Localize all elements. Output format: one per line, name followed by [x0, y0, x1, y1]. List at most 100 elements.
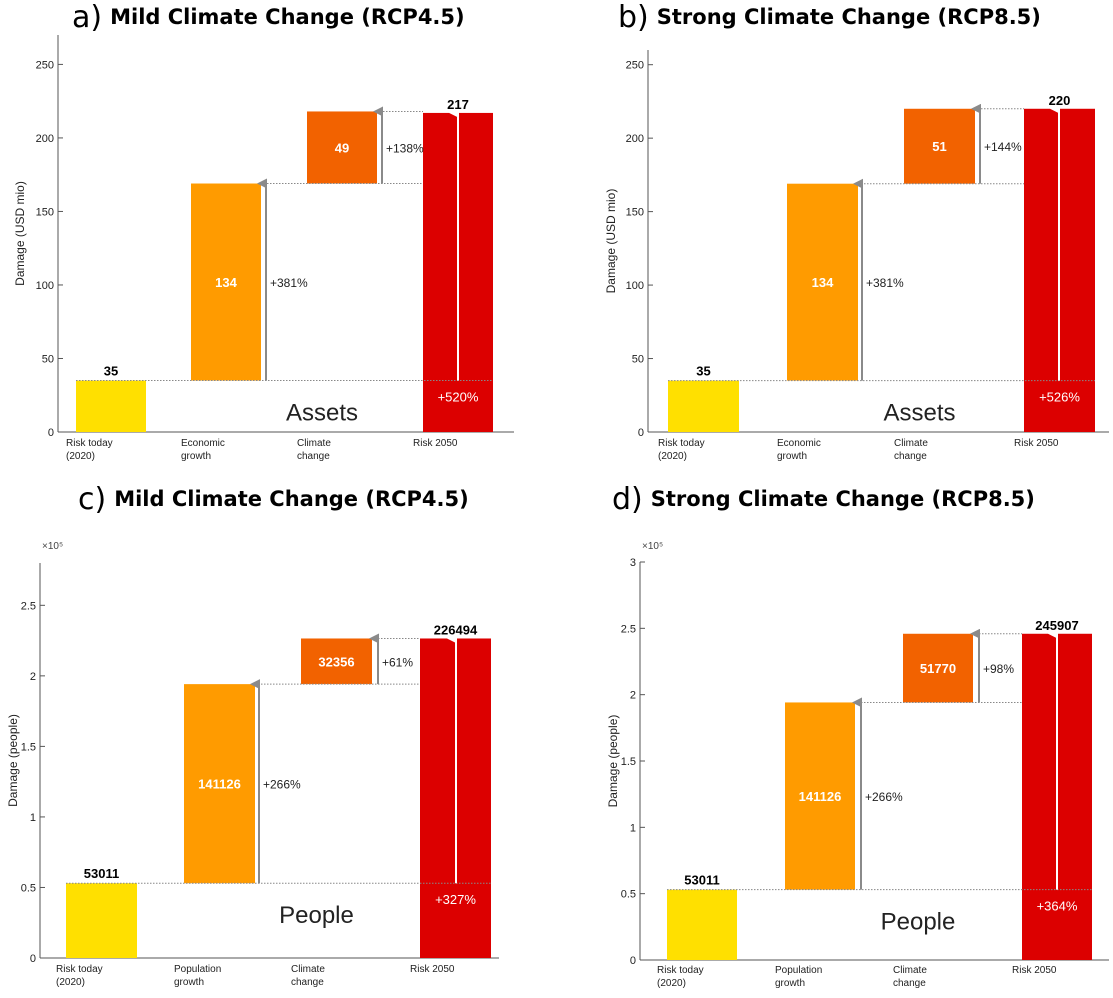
- growth-percent-label: +381%: [270, 276, 308, 290]
- value-label-growth: 134: [812, 275, 834, 290]
- y-tick-label: 50: [42, 353, 54, 365]
- x-tick-label: (2020): [658, 451, 687, 462]
- y-tick-label: 200: [626, 133, 644, 145]
- waterfall-chart: 0 50 100 150 200 250 Damage (USD mio) Risk toda…: [0, 0, 556, 482]
- waterfall-chart: 0 0.5 1 1.5 2 2.5 3 ×10⁵ Damage (people) Risk tod…: [556, 482, 1113, 998]
- panel-b: b) Strong Climate Change (RCP8.5) 0 50 100 1…: [556, 0, 1113, 482]
- x-tick-label: Climate: [291, 964, 325, 975]
- y-tick-label: 0: [48, 427, 54, 439]
- y-tick-label: 2.5: [621, 623, 636, 635]
- total-percent-label: +364%: [1037, 899, 1078, 914]
- y-tick-label: 1.5: [21, 741, 36, 753]
- value-label-growth: 141126: [198, 777, 241, 792]
- waterfall-chart: 0 50 100 150 200 250 Damage (USD mio) Risk toda…: [556, 0, 1113, 482]
- y-tick-label: 250: [36, 59, 54, 71]
- growth-percent-label: +266%: [263, 778, 301, 792]
- x-tick-label: Population: [775, 965, 822, 976]
- value-label-climate: 32356: [318, 654, 354, 669]
- y-tick-label: 0: [30, 953, 36, 965]
- value-label-risk-today: 53011: [84, 866, 119, 881]
- growth-percent-label: +381%: [866, 276, 904, 290]
- x-tick-label: Climate: [297, 438, 331, 449]
- x-tick-label: Risk today: [657, 965, 704, 976]
- annotation-label: People: [279, 902, 354, 929]
- waterfall-chart: 0 0.5 1 1.5 2 2.5 ×10⁵ Damage (people) Risk toda…: [0, 482, 556, 998]
- value-label-risk-2050: 220: [1049, 93, 1071, 108]
- value-label-climate: 51770: [920, 661, 956, 676]
- x-tick-label: Risk 2050: [1014, 438, 1059, 449]
- y-exponent-label: ×10⁵: [642, 541, 663, 552]
- annotation-label: People: [881, 909, 956, 936]
- x-tick-label: growth: [775, 978, 805, 989]
- annotation-label: Assets: [883, 400, 955, 427]
- value-label-risk-2050: 226494: [434, 622, 478, 637]
- climate-percent-label: +144%: [984, 140, 1022, 154]
- y-tick-label: 0.5: [621, 889, 636, 901]
- y-axis-label: Damage (USD mio): [604, 189, 618, 294]
- y-tick-label: 200: [36, 133, 54, 145]
- y-tick-label: 1: [30, 812, 36, 824]
- x-tick-label: Risk today: [56, 964, 103, 975]
- bar-risk-today: [668, 381, 739, 432]
- x-tick-label: growth: [174, 977, 204, 988]
- x-tick-label: growth: [777, 451, 807, 462]
- climate-percent-label: +61%: [382, 655, 413, 669]
- y-axis-label: Damage (people): [6, 714, 20, 807]
- x-tick-label: Climate: [893, 965, 927, 976]
- x-tick-label: change: [297, 451, 330, 462]
- value-label-risk-today: 35: [104, 364, 118, 379]
- y-tick-label: 250: [626, 60, 644, 72]
- total-percent-label: +327%: [435, 892, 476, 907]
- panel-c: c) Mild Climate Change (RCP4.5) 0 0.5 1 1.5 2…: [0, 482, 556, 998]
- bar-risk-today: [76, 381, 146, 432]
- value-label-growth: 134: [215, 275, 237, 290]
- y-exponent-label: ×10⁵: [42, 541, 63, 552]
- y-tick-label: 0: [638, 427, 644, 439]
- y-tick-label: 2: [630, 690, 636, 702]
- y-axis-label: Damage (people): [606, 715, 620, 808]
- x-tick-label: change: [894, 451, 927, 462]
- value-label-risk-2050: 245907: [1035, 618, 1078, 633]
- y-tick-label: 150: [626, 207, 644, 219]
- annotation-label: Assets: [286, 400, 358, 427]
- y-axis-label: Damage (USD mio): [13, 181, 27, 286]
- x-tick-label: (2020): [657, 978, 686, 989]
- x-tick-label: change: [291, 977, 324, 988]
- x-tick-label: Risk 2050: [410, 964, 455, 975]
- x-tick-label: Risk today: [66, 438, 113, 449]
- growth-percent-label: +266%: [865, 790, 903, 804]
- y-tick-label: 100: [626, 280, 644, 292]
- panel-a: a) Mild Climate Change (RCP4.5) 0 50 100 150…: [0, 0, 556, 482]
- y-tick-label: 3: [630, 557, 636, 569]
- x-tick-label: (2020): [66, 451, 95, 462]
- y-tick-label: 150: [36, 206, 54, 218]
- value-label-risk-today: 53011: [684, 873, 719, 888]
- y-tick-label: 1: [630, 822, 636, 834]
- x-tick-label: Risk 2050: [1012, 965, 1057, 976]
- climate-percent-label: +98%: [983, 662, 1014, 676]
- bar-risk-today: [667, 890, 737, 960]
- total-percent-label: +520%: [438, 390, 479, 405]
- value-label-climate: 49: [335, 140, 349, 155]
- value-label-climate: 51: [932, 139, 946, 154]
- x-tick-label: change: [893, 978, 926, 989]
- y-tick-label: 0.5: [21, 882, 36, 894]
- x-tick-label: Risk today: [658, 438, 705, 449]
- x-tick-label: Economic: [777, 438, 821, 449]
- x-tick-label: (2020): [56, 977, 85, 988]
- y-tick-label: 50: [632, 354, 644, 366]
- climate-percent-label: +138%: [386, 141, 424, 155]
- value-label-growth: 141126: [799, 789, 842, 804]
- panel-d: d) Strong Climate Change (RCP8.5) 0 0.5 1 1.…: [556, 482, 1113, 998]
- value-label-risk-2050: 217: [447, 97, 469, 112]
- x-tick-label: growth: [181, 451, 211, 462]
- y-tick-label: 1.5: [621, 756, 636, 768]
- value-label-risk-today: 35: [696, 364, 710, 379]
- x-tick-label: Population: [174, 964, 221, 975]
- x-tick-label: Risk 2050: [413, 438, 458, 449]
- y-tick-label: 0: [630, 955, 636, 967]
- x-tick-label: Climate: [894, 438, 928, 449]
- x-tick-label: Economic: [181, 438, 225, 449]
- y-tick-label: 100: [36, 280, 54, 292]
